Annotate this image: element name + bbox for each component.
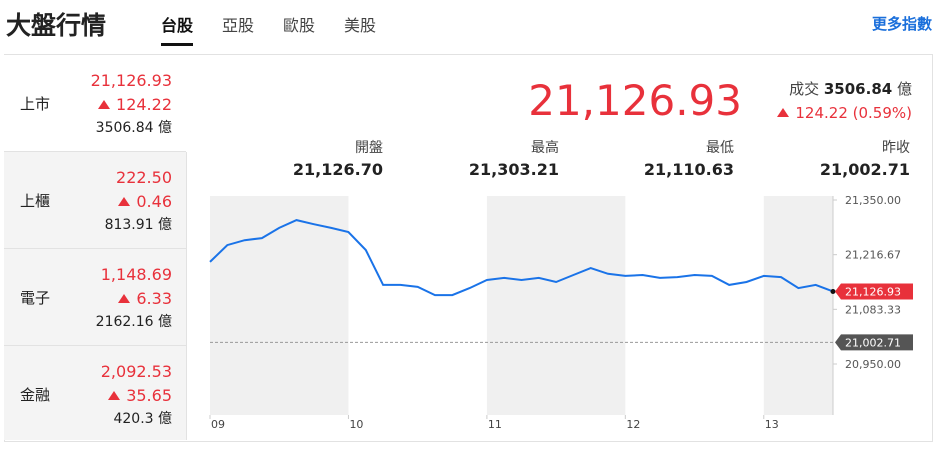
hour-band xyxy=(210,196,349,415)
market-volume: 420.3 億 xyxy=(113,411,172,427)
market-price: 21,126.93 xyxy=(90,71,172,90)
last-price-dot xyxy=(830,288,836,294)
market-name: 上櫃 xyxy=(20,192,51,210)
chart: 09 10 11 12 13 20,950.00 21,083.33 21,216.67 21,… xyxy=(209,194,913,431)
market-name: 電子 xyxy=(20,289,51,307)
change-value: 124.22 xyxy=(116,95,172,114)
y-tick-label: 20,950.00 xyxy=(845,358,901,371)
turnover-label: 成交 xyxy=(789,80,820,98)
market-name: 金融 xyxy=(20,386,51,404)
market-item[interactable]: 上市 21,126.93 124.22 3506.84 億 xyxy=(4,55,186,152)
turnover-value: 3506.84 xyxy=(823,80,893,98)
stat-label: 最高 xyxy=(531,140,559,156)
x-tick-label: 10 xyxy=(349,418,363,431)
x-tick-label: 13 xyxy=(765,418,779,431)
turnover: 成交 3506.84 億 xyxy=(789,78,912,99)
market-name: 上市 xyxy=(20,95,51,113)
market-item[interactable]: 電子 1,148.69 6.33 2162.16 億 xyxy=(4,249,187,346)
turnover-unit: 億 xyxy=(896,80,912,98)
market-item[interactable]: 上櫃 222.50 0.46 813.91 億 xyxy=(4,152,187,249)
market-change: 35.65 xyxy=(108,386,172,405)
x-tick-label: 11 xyxy=(488,418,502,431)
last-price-label: 21,126.93 xyxy=(845,285,901,298)
market-price: 1,148.69 xyxy=(100,265,172,284)
tab[interactable]: 歐股 xyxy=(283,16,316,35)
tab[interactable]: 美股 xyxy=(344,16,377,35)
index-price: 21,126.93 xyxy=(528,76,742,125)
prev-close-label: 21,002.71 xyxy=(845,336,901,349)
market-volume: 3506.84 億 xyxy=(95,120,172,136)
stat-label: 最低 xyxy=(706,140,734,156)
market-volume: 813.91 億 xyxy=(104,217,172,233)
stat-label: 開盤 xyxy=(355,140,383,156)
tab[interactable]: 亞股 xyxy=(222,16,255,35)
market-price: 222.50 xyxy=(116,168,172,187)
stat-value: 21,002.71 xyxy=(819,160,910,179)
stat-value: 21,126.70 xyxy=(292,160,383,179)
index-change: 124.22 (0.59%) xyxy=(777,104,912,122)
x-tick-label: 12 xyxy=(626,418,640,431)
change-value: 35.65 xyxy=(126,386,172,405)
change-value: 0.46 xyxy=(136,192,172,211)
market-volume: 2162.16 億 xyxy=(95,314,172,330)
y-tick-label: 21,350.00 xyxy=(845,194,901,207)
hour-band xyxy=(486,196,626,415)
market-price: 2,092.53 xyxy=(100,362,172,381)
change-value: 6.33 xyxy=(136,289,172,308)
market-change: 0.46 xyxy=(118,192,172,211)
stat-value: 21,110.63 xyxy=(643,160,734,179)
price-line xyxy=(209,219,834,297)
y-tick-label: 21,216.67 xyxy=(845,249,901,262)
change-value: 124.22 (0.59%) xyxy=(795,104,912,122)
market-change: 6.33 xyxy=(118,289,172,308)
stat-label: 昨收 xyxy=(882,140,910,156)
tab[interactable]: 台股 xyxy=(161,12,194,46)
prev-close-tag xyxy=(835,334,913,351)
market-change: 124.22 xyxy=(98,95,172,114)
last-price-tag xyxy=(835,283,913,300)
y-tick-label: 21,083.33 xyxy=(845,303,901,316)
hour-band xyxy=(763,196,833,415)
more-link[interactable]: 更多指數 xyxy=(871,15,932,33)
x-tick-label: 09 xyxy=(211,418,225,431)
page-title: 大盤行情 xyxy=(6,11,107,40)
market-item[interactable]: 金融 2,092.53 35.65 420.3 億 xyxy=(4,346,187,440)
stat-value: 21,303.21 xyxy=(468,160,559,179)
